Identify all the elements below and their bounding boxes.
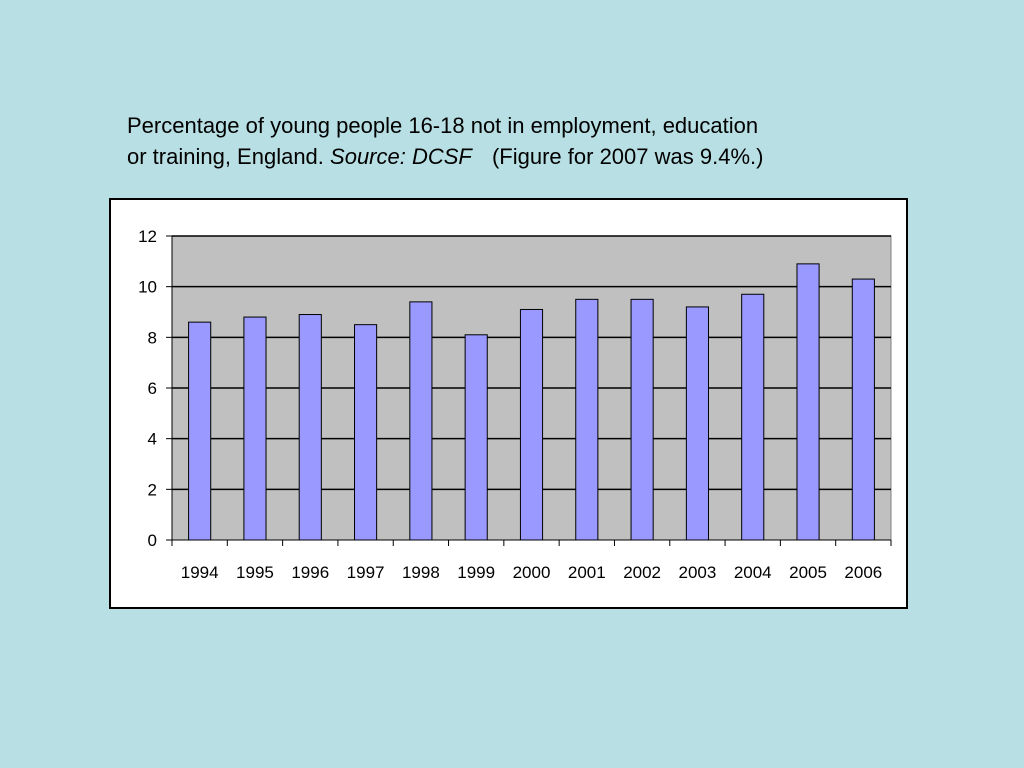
y-tick-label: 12 xyxy=(138,227,157,246)
bar-2004 xyxy=(741,293,765,541)
caption-source: Source: DCSF xyxy=(330,144,472,169)
caption-line-2-prefix: or training, England. xyxy=(127,144,324,169)
bar-2006 xyxy=(851,278,875,541)
bar-2000 xyxy=(519,308,544,541)
x-tick-label: 1998 xyxy=(402,563,440,582)
y-tick-label: 10 xyxy=(138,278,157,297)
bar-1998 xyxy=(409,301,433,541)
bar-1995 xyxy=(243,316,267,541)
bar-2002 xyxy=(630,298,654,541)
chart-frame: 0 2 4 6 8 10 12 1994 1995 1996 1997 1998 1999 2000 200… xyxy=(109,198,908,609)
x-tick-label: 1999 xyxy=(457,563,495,582)
y-tick-label: 4 xyxy=(148,430,157,449)
x-tick-label: 1995 xyxy=(236,563,274,582)
bar-1997 xyxy=(354,324,378,541)
bar-2001 xyxy=(575,298,599,541)
bar-2005 xyxy=(796,263,820,541)
x-tick-label: 2001 xyxy=(568,563,606,582)
x-tick-label: 2005 xyxy=(789,563,827,582)
x-tick-label: 2003 xyxy=(679,563,717,582)
bar-1999 xyxy=(464,334,488,541)
y-tick-label: 2 xyxy=(148,480,157,499)
caption-note: (Figure for 2007 was 9.4%.) xyxy=(491,144,764,169)
x-tick-label: 2000 xyxy=(513,563,551,582)
chart-caption: Percentage of young people 16-18 not in … xyxy=(127,110,907,172)
bar-1994 xyxy=(188,321,212,541)
bar-chart: 0 2 4 6 8 10 12 1994 1995 1996 1997 1998 1999 2000 200… xyxy=(138,227,892,582)
y-tick-label: 6 xyxy=(148,379,157,398)
x-tick-label: 2006 xyxy=(844,563,882,582)
x-tick-label: 1997 xyxy=(347,563,385,582)
x-tick-label: 1994 xyxy=(181,563,219,582)
caption-line-2: or training, England. Source: DCSF (Figu… xyxy=(127,141,907,172)
x-tick-label: 2004 xyxy=(734,563,772,582)
x-tick-label: 1996 xyxy=(291,563,329,582)
y-tick-label: 0 xyxy=(148,531,157,550)
bar-2003 xyxy=(685,306,709,541)
x-tick-label: 2002 xyxy=(623,563,661,582)
bar-1996 xyxy=(298,314,322,541)
y-tick-label: 8 xyxy=(148,328,157,347)
caption-line-1: Percentage of young people 16-18 not in … xyxy=(127,113,759,138)
